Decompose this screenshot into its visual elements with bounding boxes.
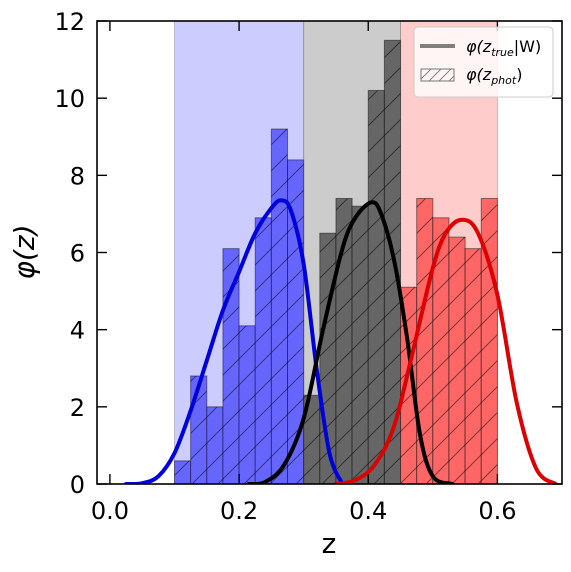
- y-tick-label-4: 8: [70, 162, 85, 190]
- legend-label-true-base: φ(z: [466, 37, 492, 56]
- legend-label-phot-sub: phot: [490, 74, 517, 87]
- hist-1-bar-3-hatch: [351, 205, 369, 484]
- y-tick-label-2: 4: [70, 317, 85, 345]
- y-tick-label-6: 12: [54, 8, 85, 36]
- hist-2-bar-1-hatch: [416, 197, 434, 484]
- axis-ticks: [97, 20, 562, 485]
- x-axis-label: z: [322, 527, 337, 560]
- x-tick-label-1: 0.2: [220, 497, 258, 525]
- tick-labels: 0.0 0.2 0.4 0.6 0 2 4 6 8 10 12: [54, 8, 516, 525]
- y-tick-label-5: 10: [54, 85, 85, 113]
- y-axis-label: φ(z): [8, 224, 41, 279]
- y-tick-label-0: 0: [70, 471, 85, 499]
- hist-0-bar-0-hatch: [174, 460, 192, 484]
- y-tick-label-1: 2: [70, 394, 85, 422]
- x-tick-label-3: 0.6: [478, 497, 516, 525]
- series-line-2: [333, 217, 558, 484]
- hist-0-bar-3-hatch: [222, 248, 240, 484]
- hist-0-bar-6-hatch: [270, 128, 289, 484]
- hist-0-bar-5-hatch: [254, 217, 272, 484]
- hist-1-bar-4-hatch: [367, 89, 385, 484]
- legend-hatch-swatch: [420, 68, 455, 82]
- y-tick-label-3: 6: [70, 240, 85, 268]
- legend-label-true-suffix: |W): [514, 37, 541, 56]
- legend: φ(ztrue|W) φ(zphot): [413, 26, 554, 98]
- hist-0-bar-2-hatch: [206, 406, 224, 484]
- legend-label-true: φ(ztrue|W): [466, 37, 541, 59]
- legend-label-phot: φ(zphot): [466, 65, 522, 87]
- series-line-1: [246, 200, 455, 484]
- legend-label-phot-suffix: ): [516, 65, 522, 84]
- hist-2-bar-5-hatch: [480, 197, 498, 484]
- x-tick-label-0: 0.0: [91, 497, 129, 525]
- hist-2-bar-4-hatch: [464, 248, 482, 484]
- x-tick-label-2: 0.4: [349, 497, 387, 525]
- hist-0-bar-4-hatch: [238, 325, 256, 484]
- legend-label-phot-base: φ(z: [466, 65, 492, 84]
- legend-label-true-sub: true: [491, 46, 514, 59]
- density-curves: [124, 198, 558, 484]
- hist-2-bar-3-hatch: [448, 236, 466, 484]
- series-line-0: [124, 198, 345, 484]
